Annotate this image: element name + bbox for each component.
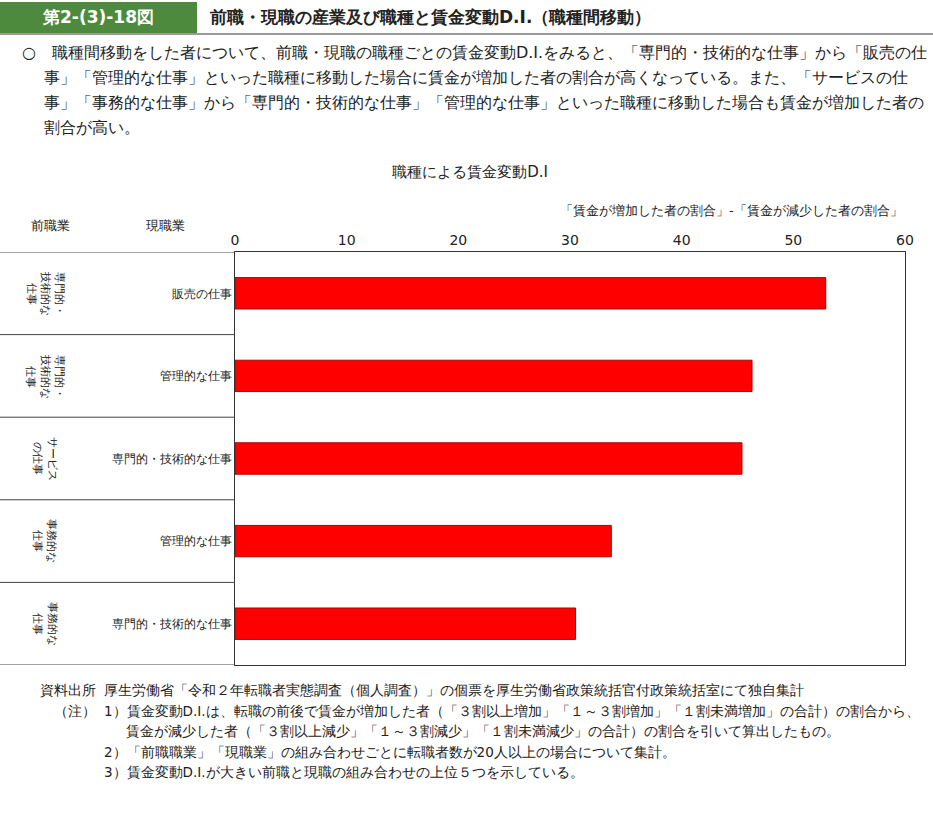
html-text:2）「前職職業」「現職業」の組み合わせごとに転職者数が20人: 2）「前職職業」「現職業」の組み合わせごとに転職者数が20人以上の場合について集… xyxy=(104,743,676,760)
html-text:3）賃金変動D.I.が大きい前職と現職の組み合わせの上位５つ: 3）賃金変動D.I.が大きい前職と現職の組み合わせの上位５つを示している。 xyxy=(104,764,584,780)
svg-text:50: 50 xyxy=(784,232,802,248)
svg-text:「賃金が増加した者の割合」-「賃金が減少した者の割合」: 「賃金が増加した者の割合」-「賃金が減少した者の割合」 xyxy=(560,203,903,218)
svg-text:40: 40 xyxy=(673,232,691,248)
html-text:前職・現職の産業及び職種と賃金変動D.I.（職種間移動）: 前職・現職の産業及び職種と賃金変動D.I.（職種間移動） xyxy=(210,7,652,27)
svg-text:10: 10 xyxy=(338,232,356,248)
svg-text:60: 60 xyxy=(896,232,914,248)
svg-text:専門的・技術的な仕事: 専門的・技術的な仕事 xyxy=(112,452,232,466)
html-text:（注）: （注） xyxy=(54,702,96,719)
svg-text:前職業: 前職業 xyxy=(31,218,70,233)
svg-text:サービスの仕事: サービスの仕事 xyxy=(31,437,58,481)
svg-text:管理的な仕事: 管理的な仕事 xyxy=(160,534,232,548)
svg-text:30: 30 xyxy=(561,232,579,248)
svg-text:専門的・技術的な仕事: 専門的・技術的な仕事 xyxy=(112,617,232,631)
svg-text:20: 20 xyxy=(449,232,467,248)
svg-text:事務的な仕事: 事務的な仕事 xyxy=(31,519,58,563)
svg-text:0: 0 xyxy=(231,232,240,248)
svg-text:専門的・技術的な仕事: 専門的・技術的な仕事 xyxy=(24,354,66,399)
html-text:厚生労働省「令和２年転職者実態調査（個人調査）」の個票を厚生: 厚生労働省「令和２年転職者実態調査（個人調査）」の個票を厚生労働省政策統括官付政… xyxy=(104,682,804,698)
svg-text:専門的・技術的な仕事: 専門的・技術的な仕事 xyxy=(25,271,67,316)
svg-text:管理的な仕事: 管理的な仕事 xyxy=(160,369,232,383)
html-text:1）賃金変動D.I.は、転職の前後で賃金が増加した者（「３割: 1）賃金変動D.I.は、転職の前後で賃金が増加した者（「３割以上増加」「１～３割… xyxy=(104,702,920,739)
svg-text:現職業: 現職業 xyxy=(146,218,185,233)
svg-text:事務的な仕事: 事務的な仕事 xyxy=(31,602,58,646)
html-text:第2-(3)-18図: 第2-(3)-18図 xyxy=(43,7,154,27)
html-text:資料出所: 資料出所 xyxy=(40,682,96,698)
svg-text:職種による賃金変動D.I: 職種による賃金変動D.I xyxy=(392,163,548,181)
html-text:○ 職種間移動をした者について、前職・現職の職種ごとの賃金変: ○ 職種間移動をした者について、前職・現職の職種ごとの賃金変動D.I.をみると、… xyxy=(22,43,928,137)
svg-text:販売の仕事: 販売の仕事 xyxy=(172,287,232,301)
